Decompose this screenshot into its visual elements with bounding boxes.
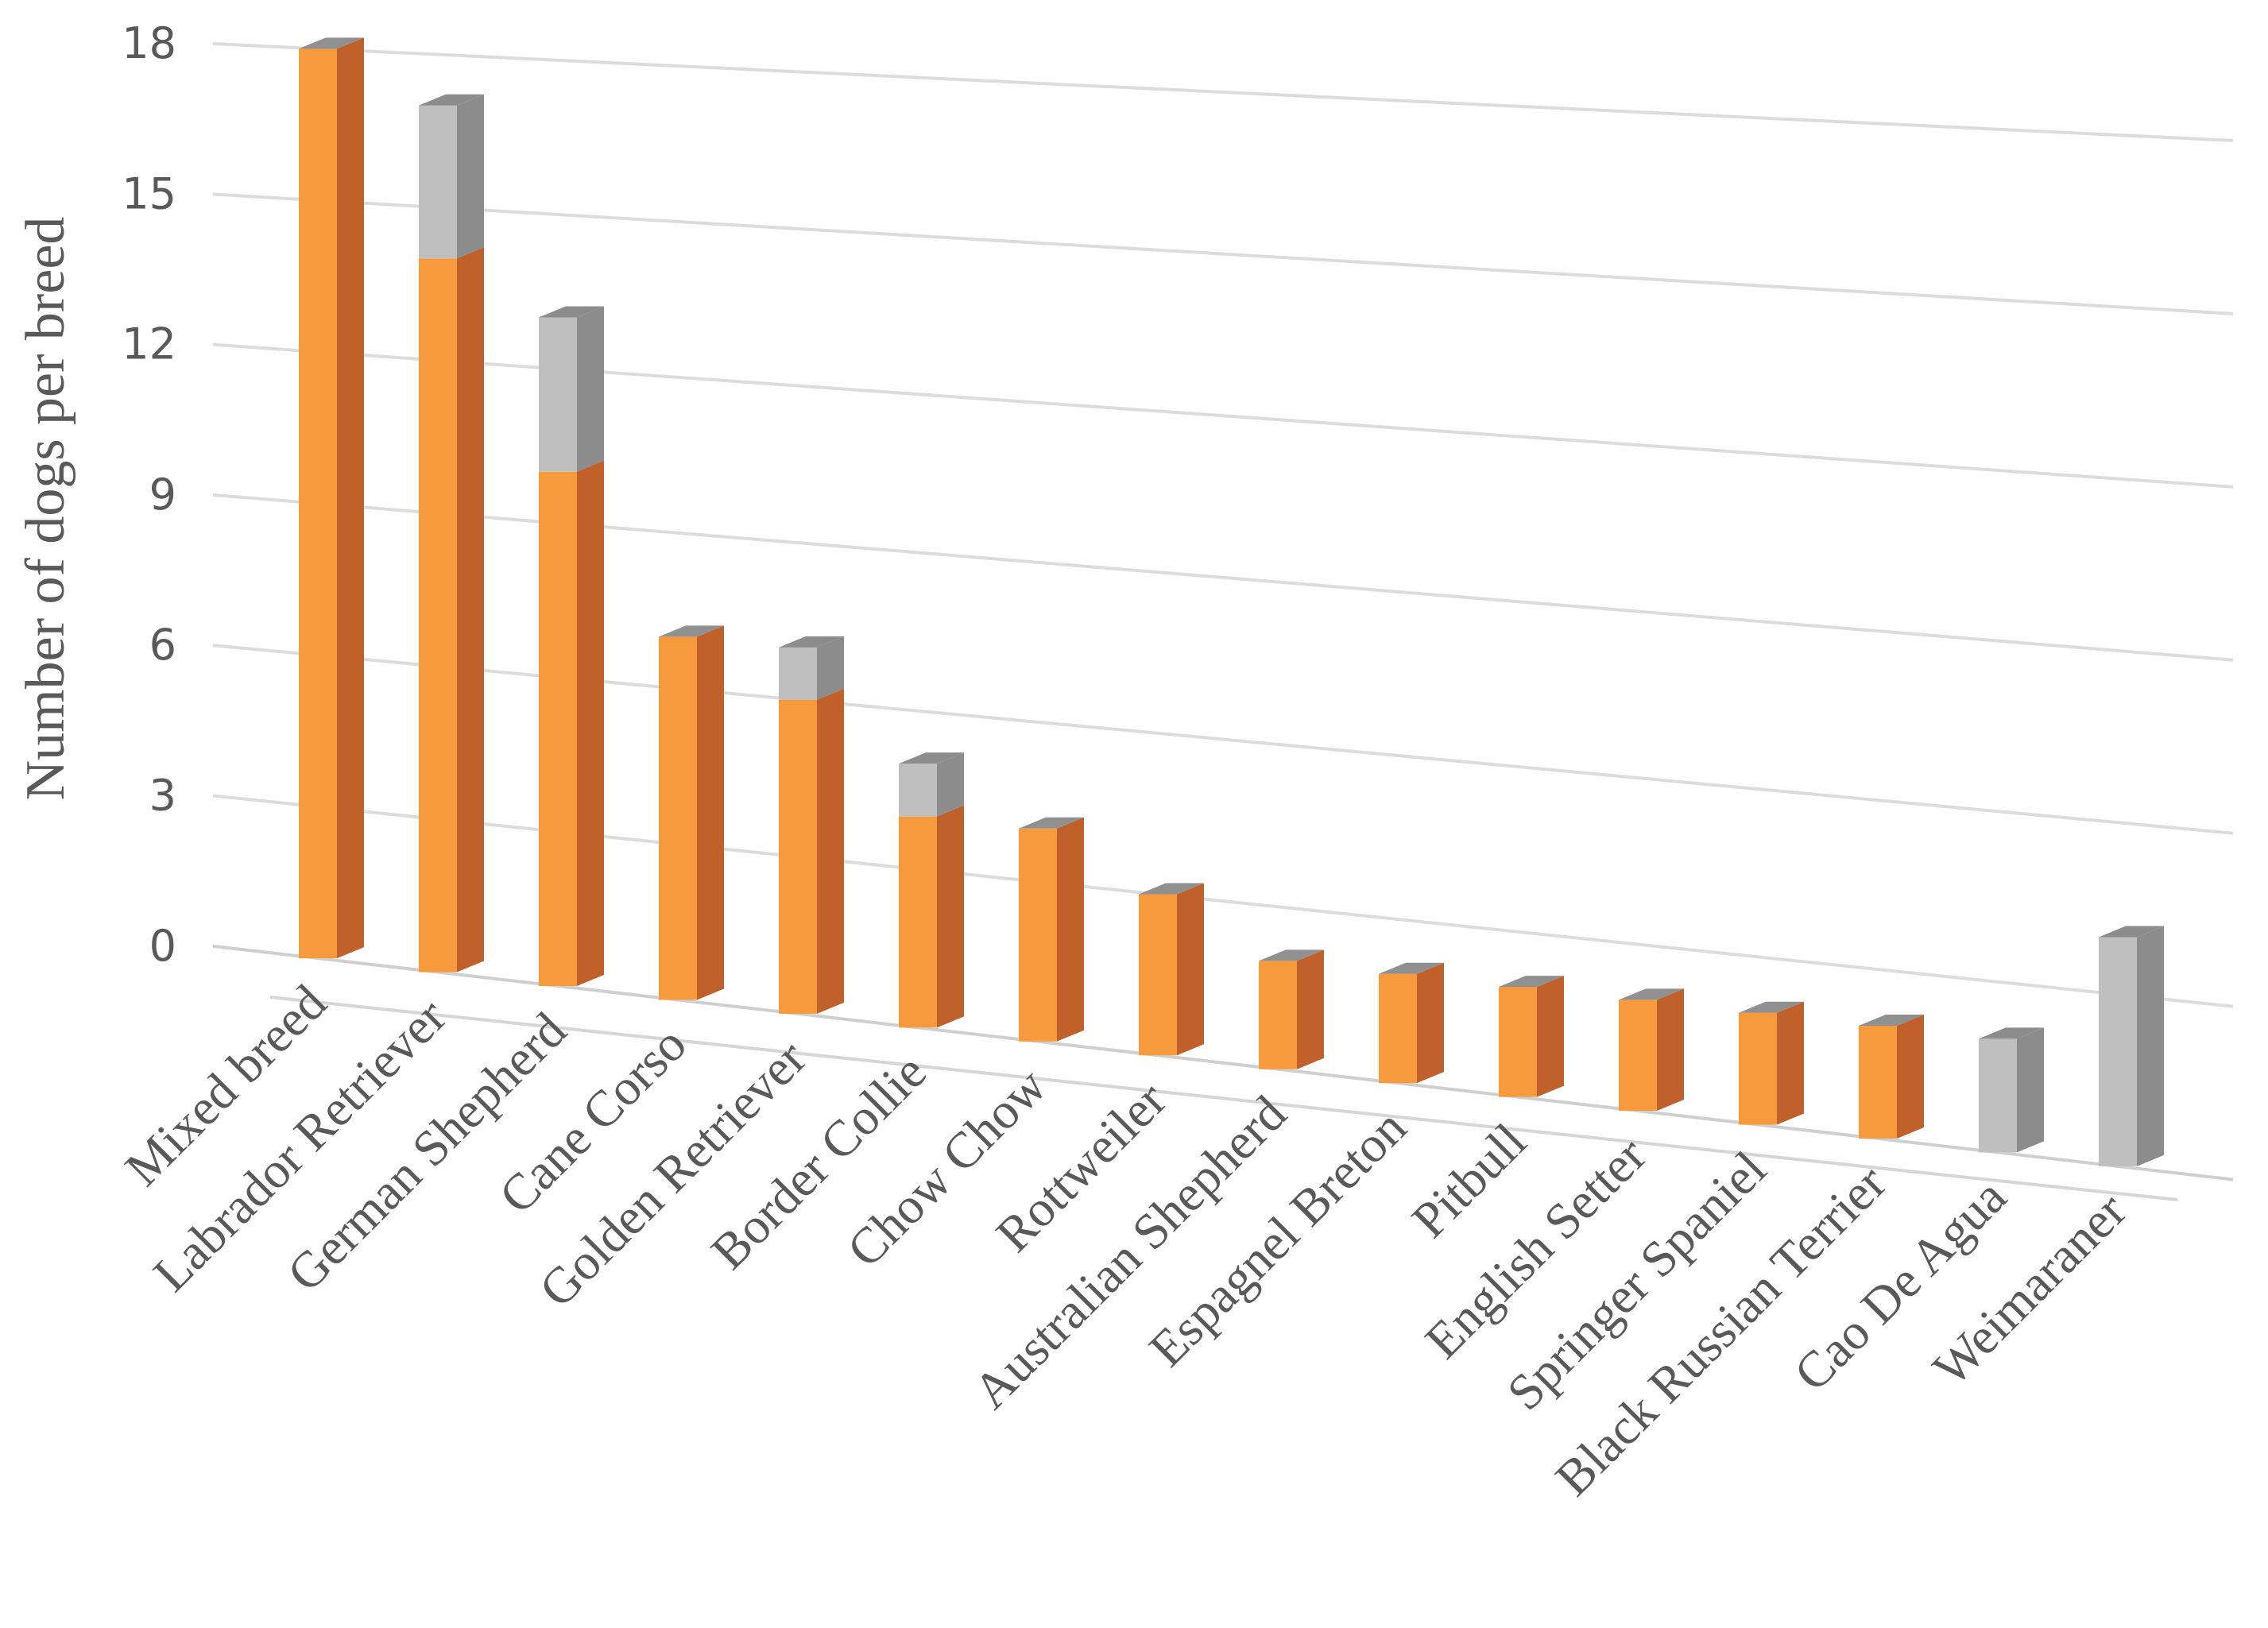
bar-side: [577, 306, 604, 472]
bar-top: [1139, 883, 1204, 895]
y-tick-label: 0: [149, 921, 176, 971]
bar-side: [1177, 883, 1204, 1056]
bar-front: [2099, 937, 2137, 1166]
bar-top: [1979, 1027, 2044, 1039]
floor-edge: [269, 996, 2178, 1201]
bar-front: [419, 105, 457, 259]
bar-side: [1897, 1015, 1924, 1139]
bar-side: [337, 37, 364, 959]
bar-front: [1139, 894, 1177, 1056]
y-tick-label: 6: [149, 620, 176, 670]
bar-side: [1057, 817, 1084, 1042]
bar-side: [1657, 988, 1684, 1112]
y-axis-ticks: 0 3 6 9 12 15 18: [122, 18, 176, 971]
y-axis-title: Number of dogs per breed: [15, 217, 76, 801]
bar-front: [1379, 973, 1417, 1084]
bar-top: [1739, 1001, 1804, 1013]
bar-side: [817, 688, 844, 1014]
bar-top: [899, 752, 964, 764]
bar-side: [2137, 926, 2164, 1166]
bar-top: [1019, 817, 1084, 829]
bar-side: [577, 460, 604, 986]
bar-side: [697, 625, 724, 1000]
bar-side: [457, 247, 484, 973]
bar-side: [817, 636, 844, 700]
gridline: [212, 342, 2234, 489]
y-tick-label: 15: [122, 168, 176, 218]
bar-front: [1979, 1038, 2017, 1153]
bar-top: [779, 636, 844, 648]
bar-side: [2017, 1027, 2044, 1153]
y-tick-label: 3: [149, 771, 176, 821]
bar-front: [1619, 1000, 1657, 1112]
bar-front: [1019, 828, 1057, 1042]
bar-side: [1777, 1001, 1804, 1125]
bar-top: [2099, 926, 2164, 938]
y-tick-label: 12: [122, 319, 176, 369]
bar-top: [659, 625, 724, 637]
bar-top: [299, 37, 364, 49]
bar-top: [1259, 949, 1324, 961]
bar-front: [659, 636, 697, 1000]
gridline: [212, 794, 2234, 1008]
bar-side: [1417, 962, 1444, 1084]
bar-side: [937, 752, 964, 817]
bar-top: [1499, 976, 1564, 988]
gridline: [212, 493, 2234, 662]
bar-front: [419, 258, 457, 973]
bar-front: [899, 816, 937, 1028]
bar-front: [1739, 1012, 1777, 1125]
gridline: [212, 192, 2234, 315]
bar-side: [937, 805, 964, 1028]
y-tick-label: 9: [149, 470, 176, 520]
bar-front: [1499, 987, 1537, 1097]
bar-top: [1379, 962, 1444, 974]
bar-top: [1619, 988, 1684, 1000]
bar-front: [1259, 961, 1297, 1069]
bar-top: [539, 306, 604, 318]
gridline: [212, 42, 2234, 142]
bar-front: [539, 317, 577, 472]
bar-front: [1859, 1026, 1897, 1139]
bar-front: [779, 647, 817, 700]
bars: [299, 37, 2164, 1166]
y-tick-label: 18: [122, 18, 176, 68]
bar-front: [539, 471, 577, 986]
gridline: [212, 644, 2234, 835]
bar-side: [457, 94, 484, 259]
bar-side: [1537, 976, 1564, 1097]
bar-front: [299, 48, 337, 959]
bar-front: [899, 764, 937, 817]
bar-top: [419, 94, 484, 106]
bar-front: [779, 699, 817, 1014]
bar-side: [1297, 949, 1324, 1069]
bar-top: [1859, 1015, 1924, 1027]
